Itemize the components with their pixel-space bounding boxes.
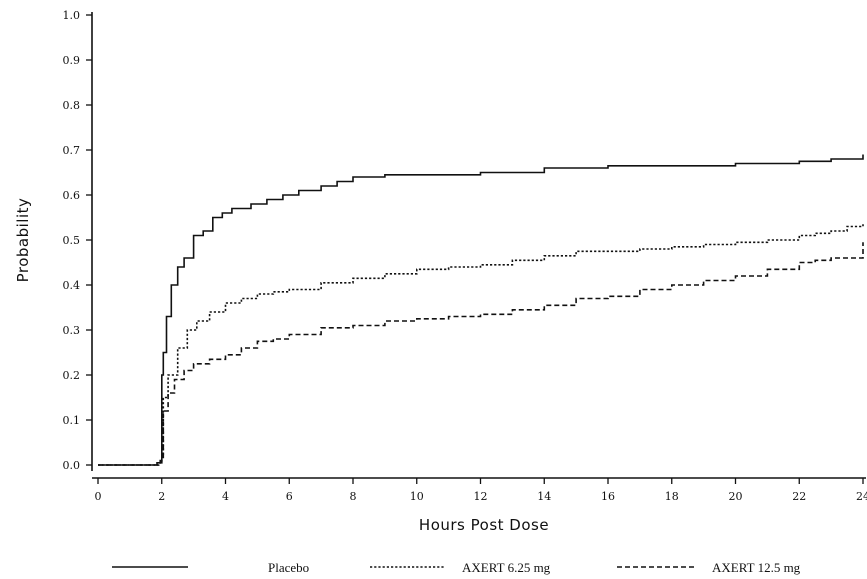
y-tick-label: 1.0 (63, 9, 81, 22)
series-line-1 (98, 224, 863, 465)
x-tick-label: 14 (537, 490, 551, 503)
legend-label-1: AXERT 6.25 mg (462, 560, 551, 575)
x-tick-label: 2 (158, 490, 165, 503)
legend-label-0: Placebo (268, 560, 309, 575)
y-tick-label: 0.8 (63, 99, 81, 112)
x-tick-label: 12 (474, 490, 488, 503)
y-tick-label: 0.0 (63, 459, 81, 472)
legend-label-2: AXERT 12.5 mg (712, 560, 801, 575)
x-axis-title: Hours Post Dose (419, 516, 549, 534)
y-tick-label: 0.2 (63, 369, 81, 382)
y-tick-label: 0.1 (63, 414, 81, 427)
x-ticks: 0 2 4 6 8 10 12 14 16 18 20 22 24 (95, 478, 867, 503)
y-tick-label: 0.7 (63, 144, 81, 157)
y-tick-label: 0.5 (63, 234, 81, 247)
x-tick-label: 0 (95, 490, 102, 503)
legend: Placebo AXERT 6.25 mg AXERT 12.5 mg (112, 560, 801, 575)
series-line-0 (98, 155, 863, 466)
y-axis-title: Probability (14, 198, 32, 283)
x-tick-label: 20 (729, 490, 743, 503)
x-tick-label: 18 (665, 490, 679, 503)
y-ticks: 0.0 0.1 0.2 0.3 0.4 0.5 0.6 0.7 0.8 0.9 1.0 (63, 9, 93, 472)
y-tick-label: 0.6 (63, 189, 81, 202)
x-tick-label: 4 (222, 490, 229, 503)
axes (92, 12, 866, 478)
series-line-2 (98, 242, 863, 465)
x-tick-label: 6 (286, 490, 293, 503)
series-lines (98, 155, 863, 466)
x-tick-label: 8 (350, 490, 357, 503)
y-tick-label: 0.9 (63, 54, 81, 67)
x-tick-label: 10 (410, 490, 424, 503)
x-tick-label: 16 (601, 490, 615, 503)
x-tick-label: 24 (856, 490, 867, 503)
y-tick-label: 0.3 (63, 324, 81, 337)
x-tick-label: 22 (792, 490, 806, 503)
y-tick-label: 0.4 (63, 279, 81, 292)
